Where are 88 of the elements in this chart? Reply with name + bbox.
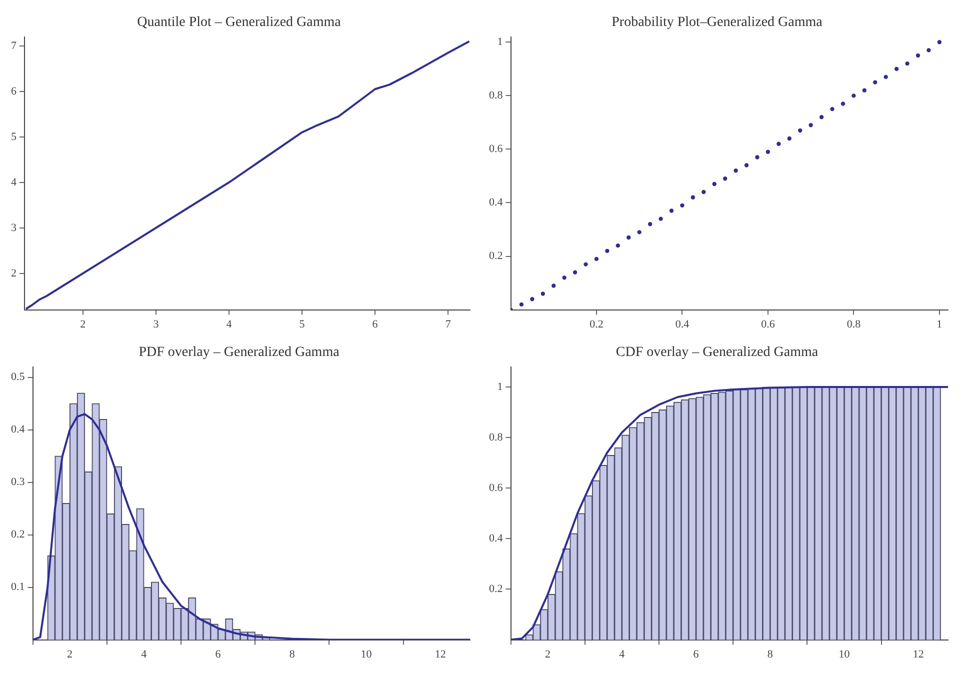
x-tick-label: 12 bbox=[912, 648, 924, 660]
x-tick-label: 8 bbox=[289, 648, 296, 660]
chart-title: CDF overlay – Generalized Gamma bbox=[616, 345, 819, 360]
x-tick-label: 0.6 bbox=[761, 318, 776, 330]
y-tick-label: 5 bbox=[11, 130, 17, 143]
point bbox=[530, 296, 534, 302]
point bbox=[766, 150, 770, 154]
point bbox=[680, 203, 684, 208]
x-tick-label: 6 bbox=[693, 648, 700, 660]
point bbox=[690, 195, 696, 200]
point bbox=[552, 284, 556, 288]
point bbox=[873, 80, 878, 84]
y-tick-label: 1 bbox=[497, 36, 503, 48]
point bbox=[916, 53, 920, 58]
point bbox=[862, 88, 867, 92]
point bbox=[937, 40, 942, 44]
chart-title: Quantile Plot – Generalized Gamma bbox=[137, 15, 342, 30]
x-tick-label: 7 bbox=[445, 318, 452, 330]
y-tick-label: 0.4 bbox=[11, 424, 26, 436]
y-tick-label: 0.6 bbox=[489, 143, 504, 156]
y-tick-label: 0.4 bbox=[489, 196, 504, 209]
y-tick-label: 0.2 bbox=[489, 250, 503, 262]
point bbox=[722, 176, 728, 181]
point bbox=[734, 168, 738, 173]
x-tick-label: 0.8 bbox=[846, 318, 862, 330]
point bbox=[658, 216, 663, 221]
y-tick-label: 0.8 bbox=[489, 431, 504, 444]
point bbox=[852, 94, 856, 98]
chart-title: PDF overlay – Generalized Gamma bbox=[138, 345, 340, 360]
y-tick-label: 0.2 bbox=[11, 528, 25, 541]
x-tick-label: 4 bbox=[619, 648, 626, 660]
point bbox=[926, 48, 931, 52]
point bbox=[702, 190, 706, 194]
y-tick-label: 0.6 bbox=[489, 482, 504, 494]
y-tick-label: 0.2 bbox=[489, 583, 503, 596]
x-tick-label: 2 bbox=[80, 318, 86, 330]
y-tick-label: 3 bbox=[11, 222, 17, 234]
point bbox=[519, 302, 524, 307]
y-tick-label: 4 bbox=[11, 176, 17, 188]
x-tick-label: 4 bbox=[226, 318, 232, 330]
point bbox=[712, 182, 716, 186]
point bbox=[884, 74, 888, 80]
x-tick-label: 10 bbox=[838, 648, 850, 660]
point bbox=[626, 235, 631, 240]
x-tick-label: 5 bbox=[299, 318, 306, 330]
y-tick-label: 7 bbox=[11, 40, 17, 52]
y-tick-label: 6 bbox=[11, 85, 17, 98]
y-tick-label: 0.3 bbox=[11, 476, 26, 488]
x-tick-label: 2 bbox=[545, 648, 551, 660]
point bbox=[669, 208, 674, 213]
x-tick-label: 6 bbox=[215, 648, 222, 660]
point bbox=[648, 222, 652, 226]
point bbox=[830, 106, 834, 112]
x-tick-label: 4 bbox=[141, 648, 148, 660]
x-tick-label: 8 bbox=[767, 648, 774, 660]
y-tick-label: 0.4 bbox=[489, 532, 504, 545]
point bbox=[637, 230, 642, 234]
point bbox=[798, 128, 802, 133]
point bbox=[744, 163, 749, 168]
y-tick-label: 2 bbox=[11, 267, 16, 280]
point bbox=[840, 102, 846, 106]
point bbox=[819, 114, 824, 120]
point bbox=[905, 61, 910, 66]
point bbox=[755, 155, 760, 160]
chart-title: Probability Plot–Generalized Gamma bbox=[612, 15, 824, 30]
y-tick-label: 1 bbox=[497, 380, 503, 393]
x-tick-label: 1 bbox=[936, 318, 942, 330]
point bbox=[562, 276, 566, 280]
point bbox=[594, 256, 599, 262]
point bbox=[540, 292, 545, 296]
x-tick-label: 0.2 bbox=[590, 318, 604, 330]
x-tick-label: 2 bbox=[67, 648, 73, 660]
point bbox=[787, 136, 792, 141]
point bbox=[776, 142, 781, 146]
x-tick-label: 0.4 bbox=[675, 318, 690, 330]
point bbox=[616, 243, 620, 248]
point bbox=[584, 262, 588, 266]
point bbox=[605, 248, 610, 254]
y-tick-label: 0.1 bbox=[11, 581, 25, 594]
x-tick-label: 6 bbox=[372, 318, 378, 330]
x-tick-label: 12 bbox=[434, 648, 446, 660]
point bbox=[808, 123, 813, 128]
point bbox=[894, 66, 899, 72]
y-tick-label: 0.5 bbox=[11, 371, 26, 384]
point bbox=[572, 270, 578, 274]
x-tick-label: 10 bbox=[360, 648, 372, 660]
x-tick-label: 3 bbox=[153, 318, 160, 330]
y-tick-label: 0.8 bbox=[489, 90, 504, 102]
